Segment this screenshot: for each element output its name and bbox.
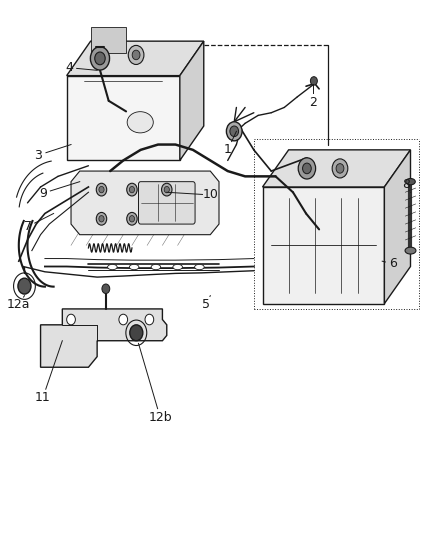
Circle shape [164, 187, 170, 193]
Text: 6: 6 [389, 257, 397, 270]
Circle shape [18, 278, 31, 294]
Circle shape [226, 122, 242, 141]
Circle shape [336, 164, 344, 173]
Circle shape [127, 213, 137, 225]
Text: 10: 10 [202, 189, 218, 201]
Text: 1: 1 [224, 143, 232, 156]
Text: 9: 9 [39, 187, 47, 200]
Circle shape [311, 77, 318, 85]
Circle shape [162, 183, 172, 196]
Polygon shape [41, 309, 167, 367]
Circle shape [332, 159, 348, 178]
Circle shape [102, 284, 110, 294]
Ellipse shape [151, 264, 161, 270]
Circle shape [96, 183, 107, 196]
Polygon shape [262, 187, 385, 304]
Bar [91, 27, 126, 53]
Text: 7: 7 [24, 220, 32, 233]
Text: 3: 3 [35, 149, 42, 161]
Circle shape [298, 158, 316, 179]
Ellipse shape [405, 247, 416, 254]
Circle shape [99, 216, 104, 222]
Circle shape [132, 50, 140, 60]
Circle shape [99, 187, 104, 193]
Text: 12a: 12a [7, 298, 31, 311]
Text: 5: 5 [202, 298, 210, 311]
Text: 4: 4 [65, 61, 73, 74]
Ellipse shape [127, 112, 153, 133]
Polygon shape [71, 171, 219, 235]
Polygon shape [180, 41, 204, 160]
Circle shape [96, 213, 107, 225]
Circle shape [127, 183, 137, 196]
Circle shape [67, 314, 75, 325]
Circle shape [95, 52, 105, 64]
Circle shape [128, 45, 144, 64]
Text: 12b: 12b [148, 411, 172, 424]
Ellipse shape [108, 264, 117, 270]
Text: 8: 8 [402, 178, 410, 191]
Text: 11: 11 [35, 392, 51, 405]
Circle shape [303, 163, 311, 174]
Circle shape [145, 314, 154, 325]
Ellipse shape [194, 264, 204, 270]
Ellipse shape [173, 264, 183, 270]
Circle shape [130, 325, 143, 341]
Polygon shape [67, 76, 180, 160]
Polygon shape [262, 150, 410, 187]
Ellipse shape [406, 179, 415, 185]
FancyBboxPatch shape [138, 182, 195, 224]
Text: 2: 2 [309, 95, 317, 109]
Circle shape [129, 216, 134, 222]
Circle shape [90, 47, 110, 70]
Circle shape [119, 314, 127, 325]
Ellipse shape [129, 264, 139, 270]
Polygon shape [385, 150, 410, 304]
Circle shape [129, 187, 134, 193]
Circle shape [230, 126, 239, 136]
Polygon shape [67, 41, 204, 76]
